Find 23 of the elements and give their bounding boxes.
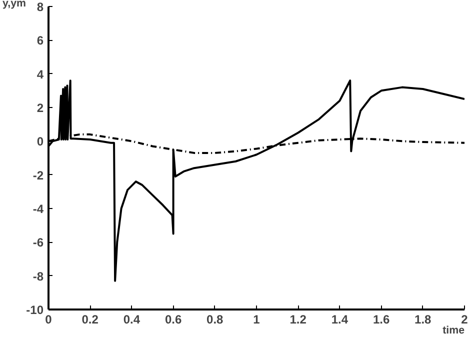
x-tick-label: 1.8 [414, 312, 432, 326]
x-tick-label: 1.6 [372, 312, 390, 326]
y-tick-label: 8 [36, 0, 44, 14]
y-axis-title: y,ym [2, 0, 26, 10]
y-tick-label: -4 [32, 202, 44, 216]
y-tick-label: 4 [36, 67, 44, 82]
x-tick-label: 2 [461, 312, 468, 326]
x-tick-label: 0.8 [206, 312, 224, 326]
y-tick-label: -2 [32, 168, 44, 182]
x-tick-label: 1.4 [331, 312, 348, 326]
x-tick-label: 0.6 [164, 312, 182, 326]
x-axis-title: time [442, 324, 465, 336]
x-tick-label: 1 [253, 312, 260, 326]
y-tick-label: 0 [36, 134, 44, 149]
y-tick-label: 6 [36, 34, 44, 48]
y-tick-label: -6 [32, 236, 44, 250]
x-tick-label: 0.2 [82, 312, 99, 326]
y-tick-label: -10 [26, 303, 44, 317]
x-tick-label: 0 [45, 312, 52, 326]
y-tick-label: -8 [32, 269, 44, 284]
y-tick-label: 2 [36, 101, 44, 115]
x-tick-label: 0.4 [123, 312, 140, 326]
x-tick-label: 1.2 [290, 312, 307, 326]
